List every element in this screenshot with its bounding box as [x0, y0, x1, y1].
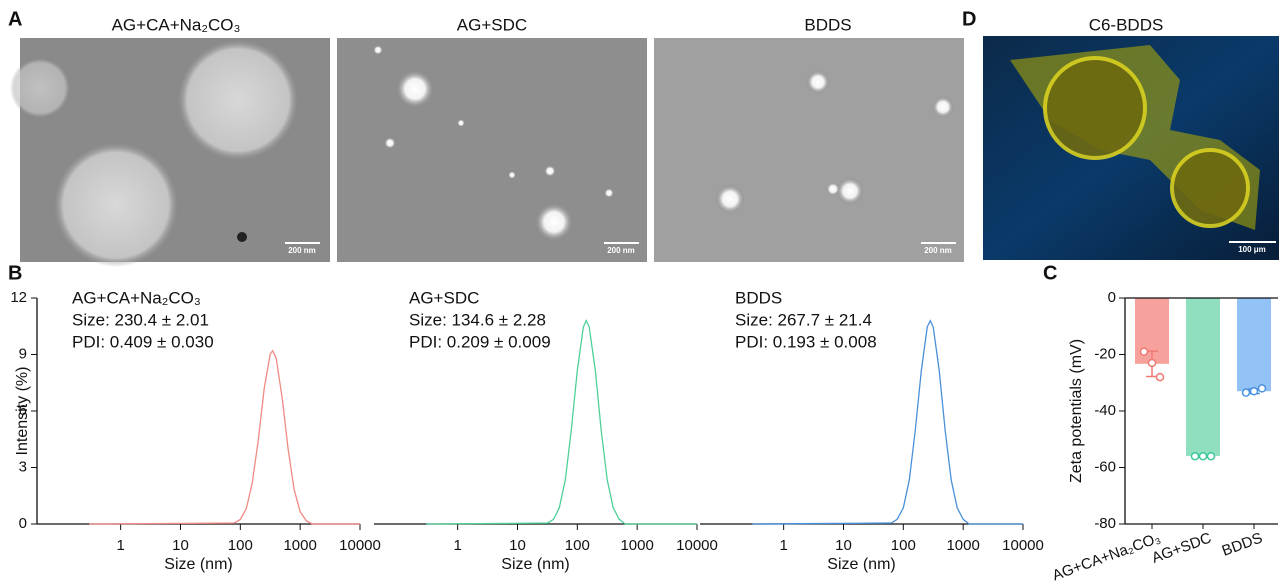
x-tick-label: AG+CA+Na₂CO₃: [1050, 530, 1163, 585]
data-point: [1139, 347, 1149, 356]
x-tick-label: 1000: [620, 537, 653, 554]
y-axis-label: Zeta potentials (mV): [1068, 339, 1085, 483]
annotation: AG+CA+Na₂CO₃: [72, 288, 201, 307]
annotation: PDI: 0.409 ± 0.030: [72, 332, 214, 351]
x-axis-label: Size (nm): [164, 556, 232, 573]
x-tick-label: 10: [509, 537, 526, 554]
x-tick-label: 1: [453, 537, 461, 554]
scale-bar-label: 100 μm: [1238, 245, 1266, 254]
x-tick-label: BDDS: [1220, 530, 1265, 560]
micrograph: 200 nm: [654, 38, 964, 262]
x-tick-label: 10: [835, 537, 852, 554]
micrograph: 200 nm: [337, 38, 647, 262]
fluorescence-image: 100 μm: [983, 36, 1279, 260]
x-axis-label: Size (nm): [827, 556, 895, 573]
scale-bar-label: 200 nm: [607, 246, 635, 255]
y-tick-label: -80: [1094, 515, 1116, 532]
annotation: Size: 134.6 ± 2.28: [409, 310, 546, 329]
x-tick-label: 10000: [1002, 537, 1044, 554]
data-point: [1147, 358, 1157, 368]
annotation: PDI: 0.193 ± 0.008: [735, 332, 877, 351]
micrograph: 200 nm: [10, 38, 330, 267]
y-tick-label: 3: [19, 458, 27, 475]
image-title: C6-BDDS: [1089, 15, 1164, 34]
annotation: AG+SDC: [409, 288, 479, 307]
data-point: [1206, 451, 1216, 461]
x-tick-label: 1: [779, 537, 787, 554]
annotation: Size: 230.4 ± 2.01: [72, 310, 209, 329]
image-title: BDDS: [804, 15, 851, 34]
y-tick-label: -40: [1094, 402, 1116, 419]
annotation: PDI: 0.209 ± 0.009: [409, 332, 551, 351]
x-tick-label: 10000: [339, 537, 381, 554]
panel-letter: C: [1043, 262, 1057, 284]
panel-letter: B: [8, 262, 22, 284]
scale-bar-label: 200 nm: [924, 246, 952, 255]
image-title: AG+SDC: [457, 15, 527, 34]
y-tick-label: 12: [10, 289, 27, 306]
y-axis-label: Intensity (%): [14, 367, 31, 456]
data-point: [1249, 386, 1259, 396]
data-point: [1155, 372, 1165, 382]
x-tick-label: AG+SDC: [1150, 529, 1214, 566]
x-tick-label: 10000: [676, 537, 718, 554]
data-point: [1257, 384, 1267, 393]
x-tick-label: 10: [172, 537, 189, 554]
y-tick-label: -20: [1094, 345, 1116, 362]
data-point: [1241, 388, 1251, 397]
panel-letter: A: [8, 8, 22, 30]
bar: [1237, 298, 1271, 392]
y-tick-label: -60: [1094, 458, 1116, 475]
x-tick-label: 1000: [946, 537, 979, 554]
y-tick-label: 9: [19, 345, 27, 362]
panel-letter: D: [962, 8, 976, 30]
annotation: Size: 267.7 ± 21.4: [735, 310, 872, 329]
y-tick-label: 6: [19, 402, 27, 419]
bar: [1186, 298, 1220, 456]
size-distribution-line: [89, 349, 360, 525]
size-distribution-line: [752, 319, 1023, 525]
x-tick-label: 1000: [283, 537, 316, 554]
x-axis-label: Size (nm): [501, 556, 569, 573]
x-tick-label: 1: [116, 537, 124, 554]
y-tick-label: 0: [1108, 289, 1116, 306]
image-title: AG+CA+Na₂CO₃: [112, 15, 241, 34]
size-distribution-line: [426, 319, 697, 525]
data-point: [1198, 451, 1208, 461]
y-tick-label: 0: [19, 515, 27, 532]
x-tick-label: 100: [565, 537, 590, 554]
data-point: [1190, 451, 1200, 461]
scale-bar-label: 200 nm: [288, 246, 316, 255]
annotation: BDDS: [735, 288, 782, 307]
x-tick-label: 100: [891, 537, 916, 554]
x-tick-label: 100: [228, 537, 253, 554]
